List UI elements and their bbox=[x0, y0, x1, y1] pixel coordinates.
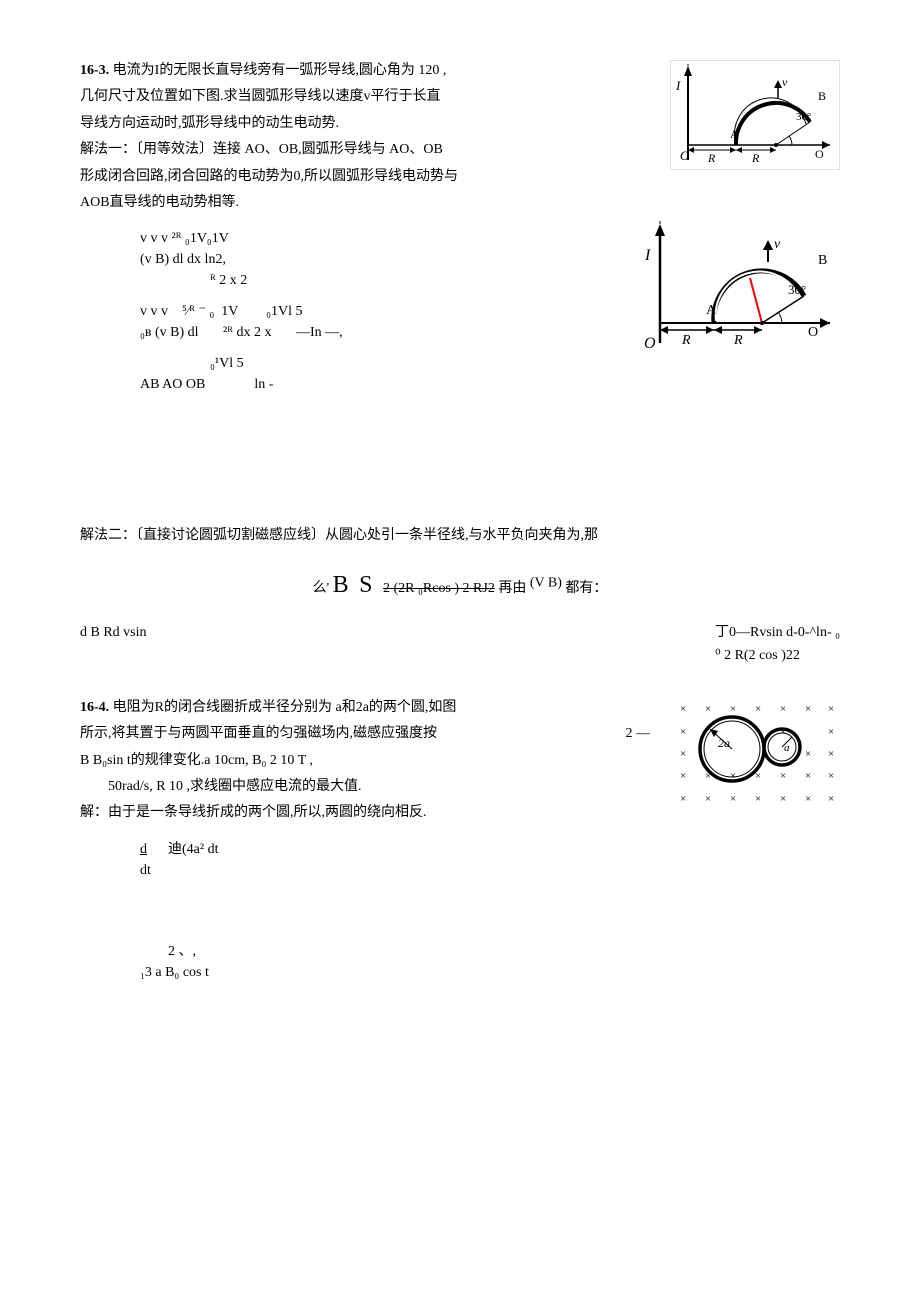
svg-text:×: × bbox=[828, 770, 834, 782]
m2-right1: 丁0—Rvsin d-0-^ln- ₀ bbox=[715, 622, 840, 644]
m2-strike: 2 (2R ₀Rcos ) 2 RJ2 bbox=[383, 581, 495, 596]
svg-text:×: × bbox=[680, 703, 686, 715]
formula-163-3: ₀¹Vl 5 AB AO OB ln - bbox=[140, 353, 620, 395]
fig2-R1-label: R bbox=[681, 333, 691, 348]
svg-text:×: × bbox=[805, 748, 811, 760]
method2-intro: 解法二：〔直接讨论圆弧切割磁感应线〕从圆心处引一条半径线,与水平负向夹角为,那 bbox=[80, 525, 840, 547]
problem-163-line3: 导线方向运动时,弧形导线中的动生电动势. bbox=[80, 113, 650, 135]
problem-163-intro: 16-3. 电流为I的无限长直导线旁有一弧形导线,圆心角为 120 , 几何尺寸… bbox=[80, 60, 650, 192]
svg-text:×: × bbox=[705, 793, 711, 805]
fig1-v-label: v bbox=[782, 75, 788, 89]
fig2-v-label: v bbox=[774, 237, 781, 252]
svg-text:×: × bbox=[705, 703, 711, 715]
svg-text:×: × bbox=[730, 793, 736, 805]
problem-164-line3: B B₀sin t的规律变化.a 10cm, B₀ 2 10 T , bbox=[80, 750, 650, 772]
svg-text:×: × bbox=[828, 703, 834, 715]
m2-sup: (V B) bbox=[530, 575, 562, 590]
fig1-O-label: O bbox=[815, 147, 824, 161]
svg-text:×: × bbox=[828, 726, 834, 738]
figure-163-2: I O O A B v 30° R bbox=[640, 218, 840, 366]
m2-end: 都有： bbox=[565, 581, 607, 596]
fig2-origin: O bbox=[644, 335, 656, 352]
m2-big-B: B bbox=[333, 572, 349, 598]
problem-163-line1: 电流为I的无限长直导线旁有一弧形导线,圆心角为 120 , bbox=[113, 63, 447, 78]
problem-164-line5: 解：由于是一条导线折成的两个圆,所以,两圆的绕向相反. bbox=[80, 802, 650, 824]
svg-text:×: × bbox=[680, 726, 686, 738]
svg-text:×: × bbox=[680, 793, 686, 805]
svg-text:×: × bbox=[780, 703, 786, 715]
svg-text:×: × bbox=[805, 793, 811, 805]
formula-163-2: v v v ⁵⁄ᴿ ⁻ ₀ 1V ₀1Vl 5 ₀ʙ (v B) dl ²ᴿ d… bbox=[140, 301, 620, 343]
problem-163-formula-row: v v v ²ᴿ ₀1V₀1V (v B) dl dx ln2, ᴿ 2 x 2… bbox=[80, 218, 840, 405]
problem-164-row: 16-4. 电阻为R的闭合线圈折成半径分别为 a和2a的两个圆,如图 所示,将其… bbox=[80, 697, 840, 829]
problem-163-header-row: 16-3. 电流为I的无限长直导线旁有一弧形导线,圆心角为 120 , 几何尺寸… bbox=[80, 60, 840, 192]
figure-164: ××××××× ×× ×× ×××× ××××××× ×× ××× 2a a bbox=[670, 697, 840, 825]
figure-163-1: I O O A B v 30° R bbox=[670, 60, 840, 178]
svg-text:×: × bbox=[755, 703, 761, 715]
fig1-A-label: A bbox=[730, 127, 739, 141]
fig1-I-label: I bbox=[675, 78, 681, 93]
formula-164-1: d 迪(4a² dt dt bbox=[140, 839, 840, 881]
problem-163-line6: AOB直导线的电动势相等. bbox=[80, 192, 840, 214]
fig2-R2-label: R bbox=[733, 333, 743, 348]
svg-text:×: × bbox=[805, 770, 811, 782]
fig2-angle-label: 30° bbox=[788, 282, 806, 297]
fig1-B-label: B bbox=[818, 89, 826, 103]
fig2-I-label: I bbox=[644, 247, 651, 264]
formula-163-1: v v v ²ᴿ ₀1V₀1V (v B) dl dx ln2, ᴿ 2 x 2 bbox=[140, 228, 620, 291]
fig2-B-label: B bbox=[818, 253, 827, 268]
m2-after: 再由 bbox=[498, 581, 526, 596]
fig164-2a-label: 2a bbox=[718, 736, 730, 750]
problem-164-line2: 所示,将其置于与两圆平面垂直的匀强磁场内,磁感应强度按 bbox=[80, 723, 437, 745]
problem-164-line4: 50rad/s, R 10 ,求线圈中感应电流的最大值. bbox=[80, 776, 650, 798]
problem-164-number: 16-4. bbox=[80, 700, 109, 715]
fig1-R2-label: R bbox=[751, 151, 760, 165]
m2-right2: ⁰ 2 R(2 cos )22 bbox=[715, 645, 840, 667]
method2-bottom-row: d B Rd vsin 丁0—Rvsin d-0-^ln- ₀ ⁰ 2 R(2 … bbox=[80, 622, 840, 667]
fig2-A-label: A bbox=[706, 303, 717, 318]
method2-center-formula: 么' B S 2 (2R ₀Rcos ) 2 RJ2 再由 (V B) 都有： bbox=[80, 566, 840, 604]
m2-left: d B Rd vsin bbox=[80, 622, 147, 667]
m2-big-S: S bbox=[359, 572, 372, 598]
svg-text:×: × bbox=[828, 793, 834, 805]
svg-text:×: × bbox=[730, 703, 736, 715]
problem-164-line1: 电阻为R的闭合线圈折成半径分别为 a和2a的两个圆,如图 bbox=[113, 700, 457, 715]
svg-text:×: × bbox=[780, 770, 786, 782]
fig2-O-label: O bbox=[808, 325, 818, 340]
fig1-R1-label: R bbox=[707, 151, 716, 165]
svg-text:×: × bbox=[680, 748, 686, 760]
svg-text:×: × bbox=[680, 770, 686, 782]
problem-163-line4: 解法一：〔用等效法〕连接 AO、OB,圆弧形导线与 AO、OB bbox=[80, 139, 650, 161]
problem-164-line2b: 2 — bbox=[626, 723, 651, 745]
m2-prefix: 么' bbox=[313, 581, 330, 596]
problem-163-line2: 几何尺寸及位置如下图.求当圆弧形导线以速度v平行于长直 bbox=[80, 86, 650, 108]
fig1-angle-label: 30° bbox=[796, 111, 811, 123]
svg-text:×: × bbox=[805, 703, 811, 715]
svg-text:×: × bbox=[828, 748, 834, 760]
fig164-a-label: a bbox=[784, 742, 790, 754]
problem-163-line5: 形成闭合回路,闭合回路的电动势为0,所以圆弧形导线电动势与 bbox=[80, 166, 650, 188]
problem-163-number: 16-3. bbox=[80, 63, 109, 78]
svg-text:×: × bbox=[755, 793, 761, 805]
svg-text:×: × bbox=[780, 793, 786, 805]
formula-164-2: 2 、, ₁3 a B₀ cos t bbox=[140, 941, 840, 983]
